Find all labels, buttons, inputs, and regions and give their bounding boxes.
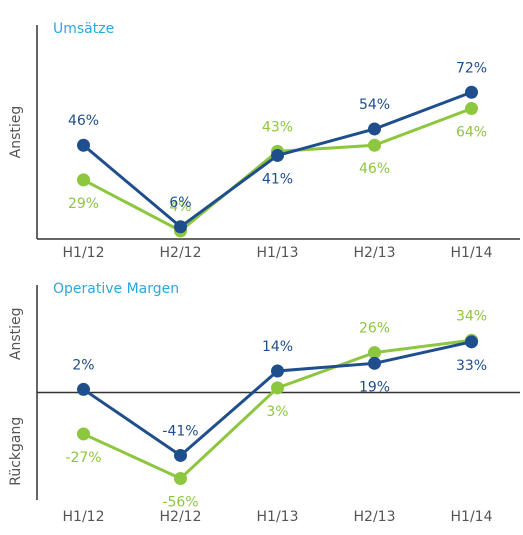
chart-title: Operative Margen: [53, 281, 179, 297]
data-label: -41%: [162, 423, 198, 439]
point: [271, 148, 284, 162]
data-label: 33%: [456, 358, 487, 374]
x-tick-label: H1/14: [451, 509, 493, 525]
data-label: 72%: [456, 60, 487, 76]
point: [465, 335, 478, 349]
data-label: -56%: [162, 495, 198, 511]
point: [174, 448, 187, 462]
x-tick-label: H2/12: [160, 509, 202, 525]
x-tick-label: H2/13: [354, 509, 396, 525]
data-label: 19%: [359, 379, 390, 395]
point: [271, 381, 284, 395]
point: [368, 356, 381, 370]
data-label: 26%: [359, 321, 390, 337]
point: [174, 472, 187, 485]
y-axis-label: Anstieg: [8, 106, 24, 159]
point: [368, 122, 381, 136]
data-label: 34%: [456, 308, 487, 324]
x-tick-label: H2/13: [354, 245, 396, 261]
data-label: 2%: [72, 357, 94, 373]
x-tick-label: H1/13: [257, 245, 299, 261]
point: [465, 102, 478, 116]
x-tick-label: H1/13: [257, 509, 299, 525]
point: [174, 220, 187, 234]
data-label: 43%: [262, 119, 293, 135]
x-tick-label: H2/12: [160, 245, 202, 261]
point: [77, 382, 90, 396]
data-label: 3%: [266, 404, 288, 420]
data-label: 29%: [68, 196, 99, 212]
data-label: 54%: [359, 97, 390, 113]
data-label: -27%: [65, 450, 101, 466]
x-tick-label: H1/14: [451, 245, 493, 261]
point: [368, 138, 381, 152]
y-axis-label: Anstieg: [8, 307, 24, 360]
x-tick-label: H1/12: [63, 509, 105, 525]
x-tick-label: H1/12: [63, 245, 105, 261]
point: [368, 346, 381, 360]
chart-title: Umsätze: [53, 21, 114, 37]
data-label: 64%: [456, 125, 487, 141]
data-label: 46%: [68, 113, 99, 129]
y-axis-label: Rückgang: [8, 417, 24, 486]
point: [465, 85, 478, 99]
point: [77, 427, 90, 441]
data-label: 14%: [262, 339, 293, 355]
data-label: 41%: [262, 171, 293, 187]
point: [77, 173, 90, 187]
data-label: 6%: [169, 195, 191, 211]
data-label: 46%: [359, 161, 390, 177]
point: [271, 364, 284, 378]
series-line: [82, 340, 472, 458]
data-label: 4%: [169, 199, 191, 215]
point: [77, 138, 90, 152]
